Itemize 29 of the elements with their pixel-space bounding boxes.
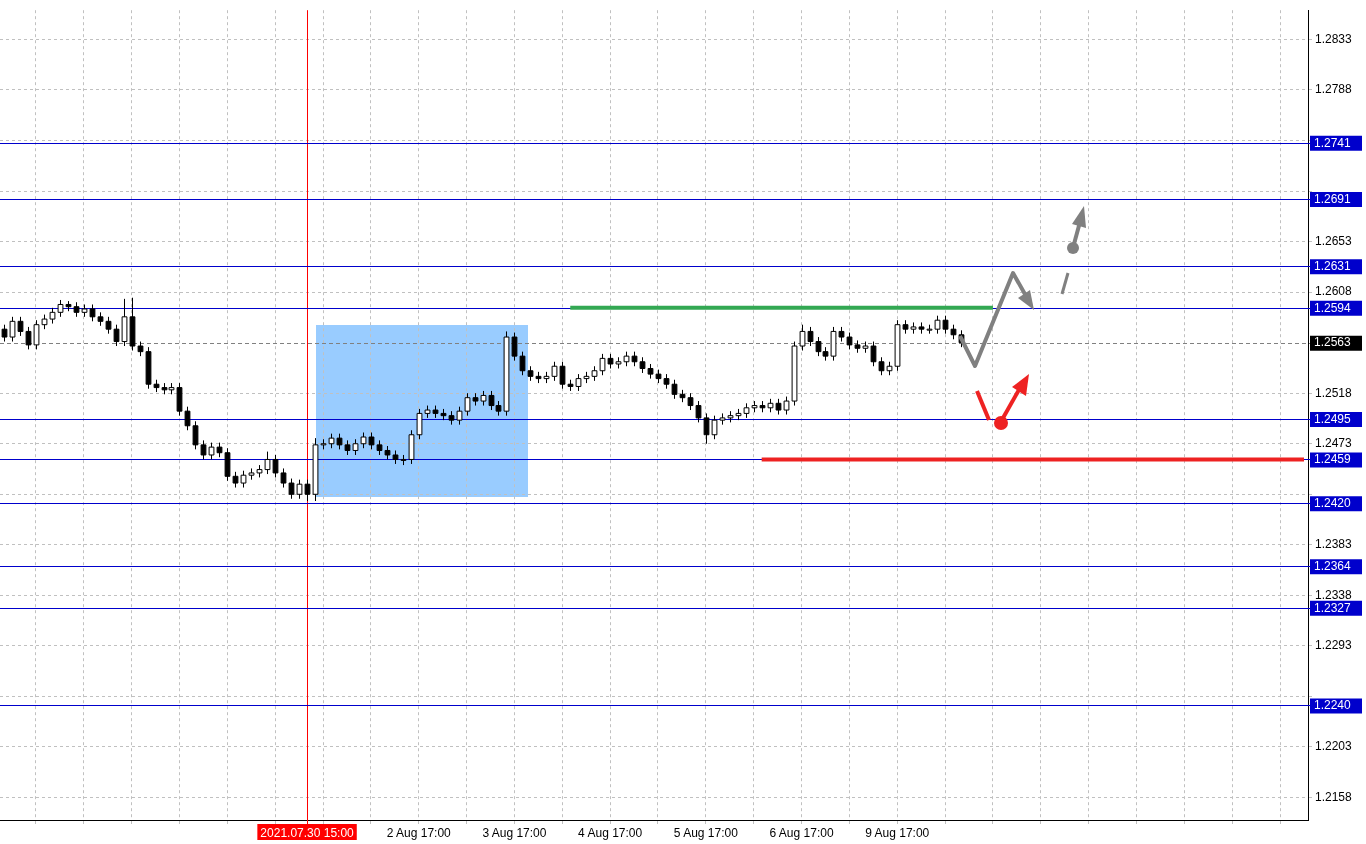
x-tick-label: 5 Aug 17:00: [673, 825, 739, 840]
y-tick-label: 1.2383: [1315, 537, 1353, 552]
y-tick-label: 1.2788: [1315, 82, 1353, 97]
ref-line-label: 1.2631: [1314, 259, 1352, 274]
ref-line-label: 1.2364: [1314, 558, 1352, 573]
ref-line-label: 1.2240: [1314, 698, 1352, 713]
y-tick-label: 1.2473: [1315, 436, 1353, 451]
ref-line-label: 1.2741: [1314, 135, 1352, 150]
ref-line-label: 1.2563: [1314, 335, 1352, 350]
x-tick-label: 2 Aug 17:00: [386, 825, 452, 840]
x-tick-label: 9 Aug 17:00: [865, 825, 930, 840]
y-tick-label: 1.2338: [1315, 587, 1353, 602]
x-tick-label: 2021.07.30 15:00: [260, 825, 355, 840]
ref-line-label: 1.2691: [1314, 191, 1352, 206]
y-tick-label: 1.2518: [1315, 385, 1353, 400]
y-tick-label: 1.2293: [1315, 638, 1353, 653]
ref-line-label: 1.2327: [1314, 600, 1352, 615]
y-tick-label: 1.2653: [1315, 233, 1353, 248]
x-tick-label: 4 Aug 17:00: [578, 825, 643, 840]
y-tick-label: 1.2203: [1315, 739, 1353, 754]
y-tick-label: 1.2833: [1315, 31, 1353, 46]
y-tick-label: 1.2158: [1315, 789, 1353, 804]
ref-line-label: 1.2420: [1314, 496, 1352, 511]
x-tick-label: 3 Aug 17:00: [482, 825, 547, 840]
ref-line-label: 1.2459: [1314, 452, 1352, 467]
ref-line-label: 1.2495: [1314, 411, 1352, 426]
x-tick-label: 6 Aug 17:00: [769, 825, 834, 840]
y-tick-label: 1.2608: [1315, 284, 1353, 299]
ref-line-label: 1.2594: [1314, 300, 1352, 315]
